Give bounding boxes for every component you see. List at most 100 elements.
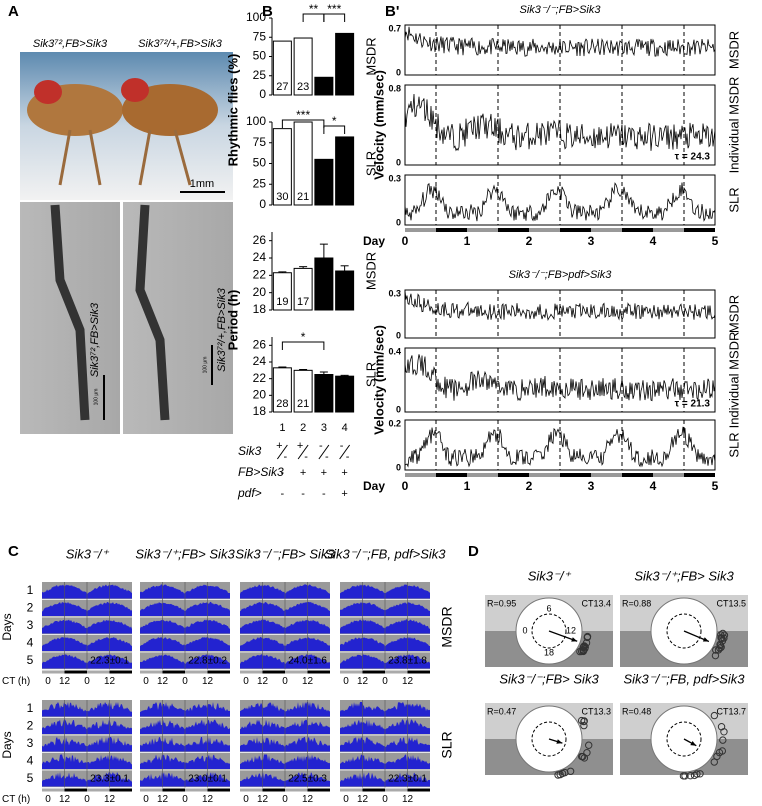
cell: + [276, 440, 282, 452]
fly-phase [717, 631, 725, 639]
ct-label: CT13.7 [716, 706, 746, 716]
n-label: 19 [276, 296, 288, 308]
fly-phase [580, 717, 588, 726]
y-tick-label: 18 [253, 302, 267, 316]
period-label: 22.3±0.1 [388, 773, 427, 784]
light-dark-bar [684, 228, 715, 232]
arrow-head [556, 739, 563, 744]
ct-tick: 0 [182, 794, 188, 805]
column-number: 4 [342, 422, 348, 434]
ct-tick: 0 [45, 794, 51, 805]
cell: + [300, 467, 306, 479]
light-dark-bar [405, 228, 436, 232]
ct-tick: 0 [84, 794, 90, 805]
side-label: SLR [363, 151, 378, 176]
sig-label: * [332, 114, 337, 128]
day-number: 1 [27, 583, 34, 597]
row-label: MSDR [439, 606, 455, 647]
scale-bar-label: 1mm [190, 178, 214, 190]
side-label: MSDR [363, 37, 378, 75]
ct-tick: 12 [357, 676, 369, 687]
y-tick-label: 0 [396, 157, 401, 167]
bar [293, 37, 313, 96]
y-tick-label: 0.8 [388, 83, 401, 93]
light-dark-bar [362, 670, 385, 674]
light-dark-bar [498, 473, 529, 477]
bar [314, 76, 334, 96]
light-dark-bar [307, 670, 330, 674]
y-tick-label: 26 [253, 338, 267, 352]
light-dark-bar [140, 670, 163, 674]
light-dark-bar [407, 670, 430, 674]
n-label: 29 [318, 191, 330, 203]
light-dark-bar [307, 788, 330, 792]
day-number: 3 [27, 618, 34, 632]
row-label: pdf> [237, 486, 262, 500]
column-title: Sik3⁻/⁻;FB, pdf>Sik3 [324, 546, 446, 561]
sig-label: ** [309, 2, 319, 16]
period-label: 22.3±0.1 [90, 655, 129, 666]
light-dark-bar [162, 788, 185, 792]
day-number: 1 [27, 701, 34, 715]
velocity-trace [404, 181, 716, 222]
light-dark-bar [436, 228, 467, 232]
ct-tick: 12 [59, 676, 71, 687]
phase-tick: 6 [546, 603, 551, 613]
light-dark-bar [140, 788, 163, 792]
bar [272, 128, 292, 206]
n-label: 21 [297, 398, 309, 410]
leg-label: Sik3⁷²,FB>Sik3 [89, 302, 101, 377]
sig-bracket [281, 341, 325, 350]
period-label: 22.5±0.3 [288, 773, 327, 784]
ct-tick: 0 [143, 794, 149, 805]
panel-label: D [468, 543, 479, 560]
y-label: Period (h) [225, 290, 240, 351]
light-dark-bar [207, 670, 230, 674]
cell: - [325, 451, 329, 463]
day-number: 5 [27, 771, 34, 785]
row-label: FB>Sik3 [238, 465, 284, 479]
slash [276, 444, 288, 460]
n-label: 17 [339, 81, 351, 93]
column-title: Sik3⁻/⁺ [66, 546, 110, 561]
y-tick-label: 0.4 [388, 346, 401, 356]
ct-tick: 12 [104, 794, 116, 805]
trace-label: Individual MSDR [726, 332, 741, 429]
light-dark-bar [285, 670, 308, 674]
ct-tick: 12 [202, 794, 214, 805]
sig-label: *** [327, 2, 341, 16]
sig-bracket [281, 119, 325, 128]
x-tick-label: 1 [464, 479, 471, 493]
period-label: 23.3±0.1 [90, 773, 129, 784]
side-label: SLR [363, 362, 378, 387]
inner-circle [531, 613, 567, 649]
trace-label: MSDR [726, 295, 741, 333]
light-dark-bar [240, 788, 263, 792]
fly-phase [583, 632, 592, 641]
arrow-head [690, 741, 697, 746]
y-tick-label: 50 [253, 49, 267, 63]
fly-phase [578, 752, 586, 761]
y-tick-label: 75 [253, 135, 267, 149]
day-number: 5 [27, 653, 34, 667]
genotype: Sik3⁷²/+,FB>Sik3 [138, 38, 223, 50]
fly-phase [720, 728, 728, 736]
light-dark-bar [498, 228, 529, 232]
y-label: Velocity (mm/sec) [371, 325, 386, 435]
cell: - [301, 488, 305, 500]
y-tick-label: 25 [253, 68, 267, 82]
x-label: Day [363, 479, 385, 493]
velocity-trace [404, 91, 716, 152]
period-label: 22.8±0.2 [188, 655, 227, 666]
y-tick-label: 22 [253, 268, 267, 282]
fly-phase [566, 767, 575, 775]
ct-label: CT13.4 [581, 598, 611, 608]
light-dark-bar [385, 670, 408, 674]
n-label: 27 [276, 81, 288, 93]
y-tick-label: 0 [396, 67, 401, 77]
n-label: 8 [321, 296, 327, 308]
light-dark-bar [262, 670, 285, 674]
velocity-trace [404, 290, 716, 322]
leg-scale: 100 µm [93, 389, 99, 406]
light-dark-bar [684, 473, 715, 477]
